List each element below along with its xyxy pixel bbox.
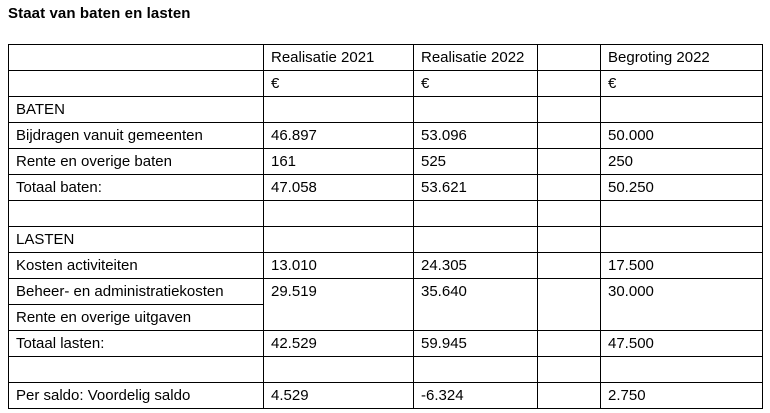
value-cell: 24.305 xyxy=(413,252,538,279)
value-cell: 47.500 xyxy=(600,330,763,357)
empty-cell xyxy=(8,356,264,383)
value-cell-merged: 35.640 xyxy=(413,278,538,331)
empty-cell xyxy=(8,200,264,227)
currency-row: € € € xyxy=(8,70,763,97)
row-beheer-administratiekosten: Beheer- en administratiekosten 29.519 35… xyxy=(8,278,763,331)
currency-cell xyxy=(8,70,264,97)
header-cell-realisatie-2022: Realisatie 2022 xyxy=(413,44,538,71)
value-cell: 250 xyxy=(600,148,763,175)
currency-cell: € xyxy=(413,70,538,97)
currency-cell: € xyxy=(263,70,414,97)
header-cell-gap xyxy=(537,44,601,71)
value-cell-merged: 29.519 xyxy=(263,278,414,331)
row-label: Rente en overige uitgaven xyxy=(8,304,264,331)
section-row-lasten: LASTEN xyxy=(8,226,763,253)
value-cell: 50.000 xyxy=(600,122,763,149)
row-rente-overige-baten: Rente en overige baten 161 525 250 xyxy=(8,148,763,175)
gap-cell xyxy=(537,382,601,409)
empty-row xyxy=(8,356,763,383)
page-title: Staat van baten en lasten xyxy=(8,5,191,22)
gap-cell-merged xyxy=(537,278,601,331)
gap-cell xyxy=(537,122,601,149)
currency-cell xyxy=(537,70,601,97)
value-cell: 17.500 xyxy=(600,252,763,279)
row-rente-overige-uitgaven: Rente en overige uitgaven xyxy=(8,304,763,331)
value-cell: 161 xyxy=(263,148,414,175)
section-label: LASTEN xyxy=(8,226,264,253)
value-cell: 46.897 xyxy=(263,122,414,149)
gap-cell xyxy=(537,226,601,253)
empty-cell xyxy=(413,200,538,227)
empty-cell xyxy=(600,356,763,383)
empty-cell xyxy=(263,200,414,227)
income-expense-table: Realisatie 2021 Realisatie 2022 Begrotin… xyxy=(8,44,763,409)
gap-cell xyxy=(537,200,601,227)
value-cell-merged: 30.000 xyxy=(600,278,763,331)
row-kosten-activiteiten: Kosten activiteiten 13.010 24.305 17.500 xyxy=(8,252,763,279)
gap-cell xyxy=(537,174,601,201)
gap-cell xyxy=(537,356,601,383)
row-totaal-lasten: Totaal lasten: 42.529 59.945 47.500 xyxy=(8,330,763,357)
value-cell: 13.010 xyxy=(263,252,414,279)
header-cell-begroting-2022: Begroting 2022 xyxy=(600,44,763,71)
value-cell xyxy=(263,226,414,253)
row-label: Totaal baten: xyxy=(8,174,264,201)
header-cell-label xyxy=(8,44,264,71)
value-cell: 42.529 xyxy=(263,330,414,357)
value-cell: 4.529 xyxy=(263,382,414,409)
currency-cell: € xyxy=(600,70,763,97)
row-label: Beheer- en administratiekosten xyxy=(8,278,264,305)
value-cell: 59.945 xyxy=(413,330,538,357)
value-cell xyxy=(413,96,538,123)
row-totaal-baten: Totaal baten: 47.058 53.621 50.250 xyxy=(8,174,763,201)
row-per-saldo: Per saldo: Voordelig saldo 4.529 -6.324 … xyxy=(8,382,763,409)
empty-cell xyxy=(600,200,763,227)
value-cell: -6.324 xyxy=(413,382,538,409)
gap-cell xyxy=(537,96,601,123)
empty-cell xyxy=(413,356,538,383)
row-bijdragen-gemeenten: Bijdragen vanuit gemeenten 46.897 53.096… xyxy=(8,122,763,149)
value-cell xyxy=(600,226,763,253)
row-label: Bijdragen vanuit gemeenten xyxy=(8,122,264,149)
value-cell xyxy=(263,96,414,123)
value-cell: 53.621 xyxy=(413,174,538,201)
value-cell xyxy=(600,96,763,123)
section-row-baten: BATEN xyxy=(8,96,763,123)
value-cell: 53.096 xyxy=(413,122,538,149)
value-cell: 525 xyxy=(413,148,538,175)
empty-row xyxy=(8,200,763,227)
gap-cell xyxy=(537,330,601,357)
row-label: Kosten activiteiten xyxy=(8,252,264,279)
value-cell: 50.250 xyxy=(600,174,763,201)
empty-cell xyxy=(263,356,414,383)
gap-cell xyxy=(537,252,601,279)
value-cell xyxy=(413,226,538,253)
header-cell-realisatie-2021: Realisatie 2021 xyxy=(263,44,414,71)
table-header-row: Realisatie 2021 Realisatie 2022 Begrotin… xyxy=(8,44,763,71)
row-label: Per saldo: Voordelig saldo xyxy=(8,382,264,409)
value-cell: 2.750 xyxy=(600,382,763,409)
row-label: Rente en overige baten xyxy=(8,148,264,175)
section-label: BATEN xyxy=(8,96,264,123)
row-label: Totaal lasten: xyxy=(8,330,264,357)
value-cell: 47.058 xyxy=(263,174,414,201)
gap-cell xyxy=(537,148,601,175)
